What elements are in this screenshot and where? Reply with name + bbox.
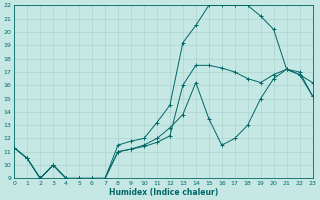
X-axis label: Humidex (Indice chaleur): Humidex (Indice chaleur) — [109, 188, 218, 197]
